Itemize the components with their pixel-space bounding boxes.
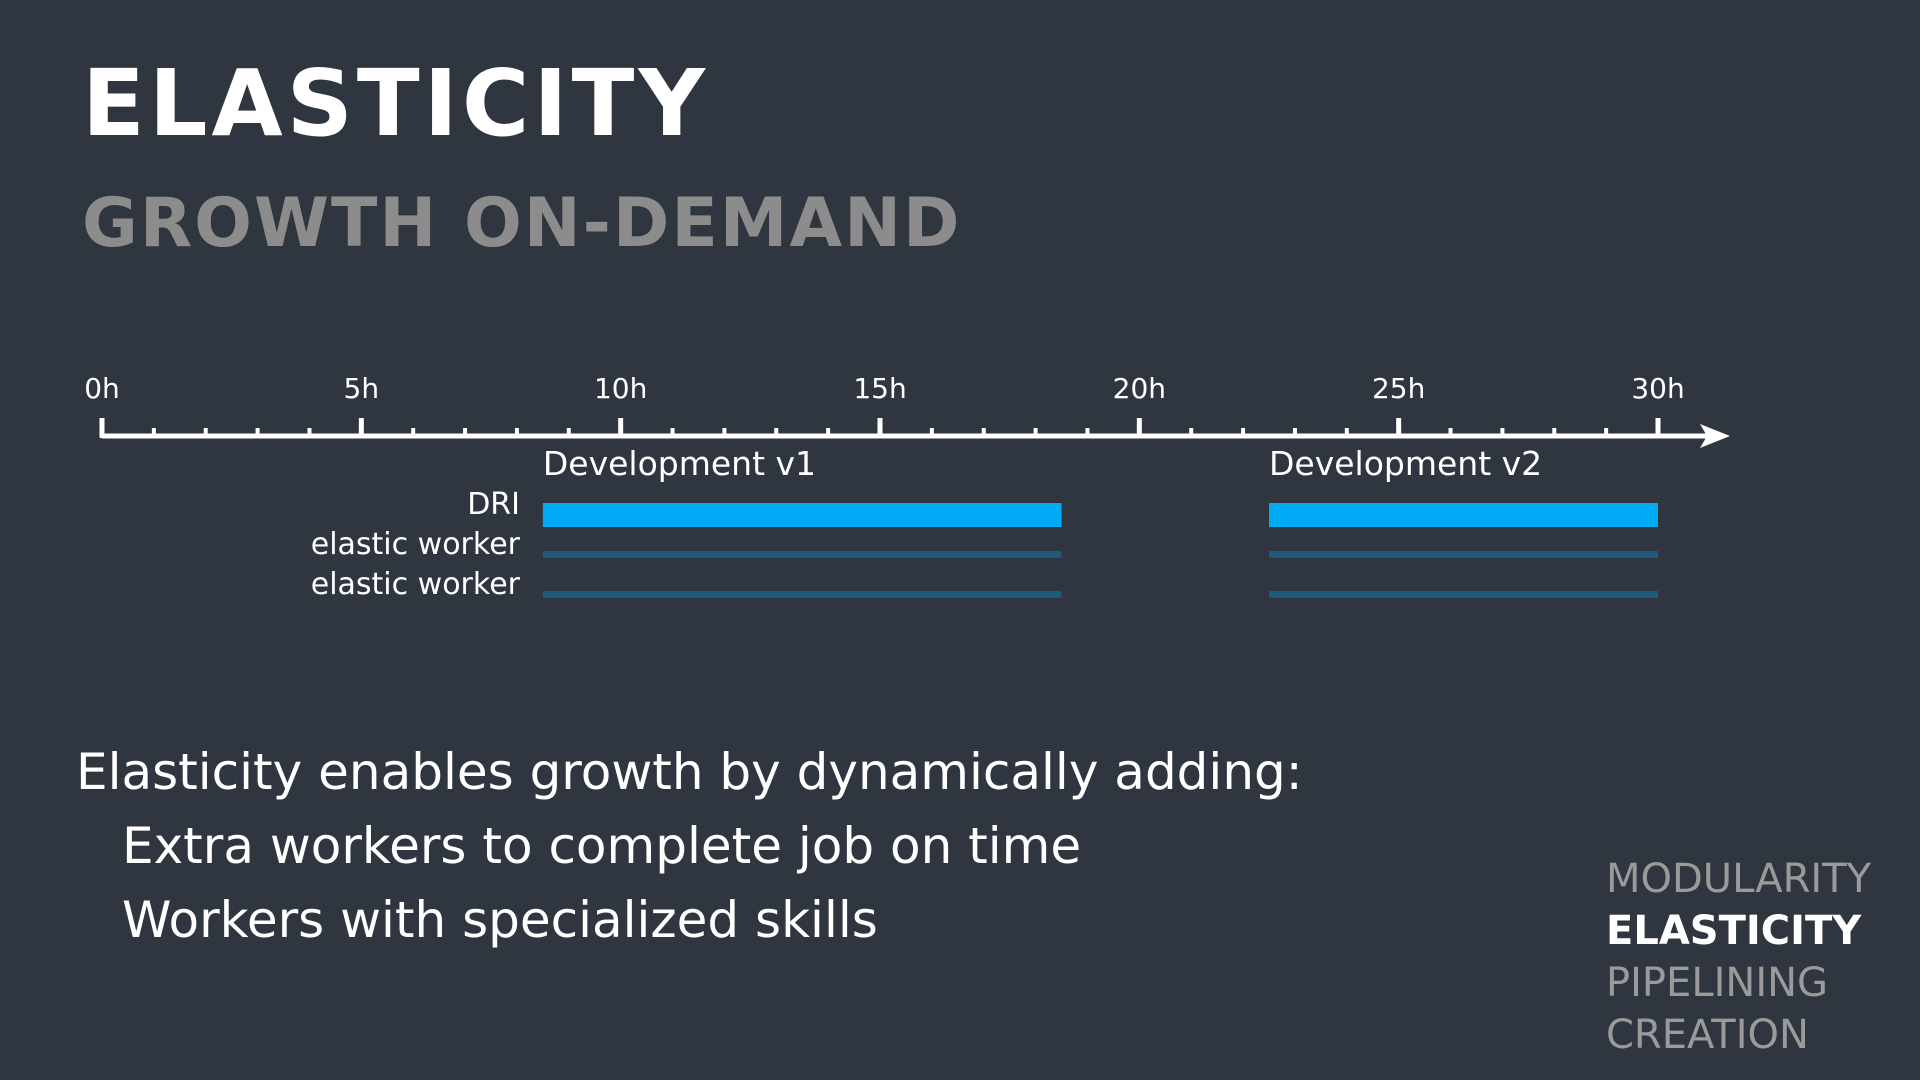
tick-label: 10h	[594, 372, 647, 405]
tick-label: 30h	[1631, 372, 1684, 405]
bullet-item: Workers with specialized skills	[122, 891, 878, 949]
row-label: elastic worker	[311, 567, 521, 602]
tick-label: 0h	[84, 372, 120, 405]
phase-label: Development v2	[1269, 444, 1542, 483]
elastic-worker-bar	[1269, 591, 1658, 598]
row-label: elastic worker	[311, 527, 521, 562]
row-label: DRI	[467, 487, 520, 522]
slide-subtitle: GROWTH ON-DEMAND	[82, 184, 962, 263]
nav-item-modularity: MODULARITY	[1606, 856, 1872, 902]
tick-label: 15h	[853, 372, 906, 405]
bullet-item: Extra workers to complete job on time	[122, 817, 1082, 875]
dri-bar	[1269, 503, 1658, 527]
elastic-worker-bar	[542, 591, 1062, 598]
phase-label: Development v1	[543, 444, 816, 483]
slide-title: ELASTICITY	[82, 50, 710, 157]
timeline-arrow-icon	[1700, 424, 1730, 448]
body-text: Elasticity enables growth by dynamically…	[76, 735, 1303, 957]
dri-bar	[542, 503, 1062, 527]
nav-item-elasticity: ELASTICITY	[1606, 908, 1862, 954]
timeline-chart: 0h 5h 10h 15h 20h 25h 30h DRI elastic worker elas…	[84, 372, 1730, 602]
elastic-worker-bar	[542, 551, 1062, 558]
elastic-worker-bar	[1269, 551, 1658, 558]
body-intro: Elasticity enables growth by dynamically…	[76, 743, 1303, 801]
section-nav: MODULARITY ELASTICITY PIPELINING CREATIO…	[1606, 853, 1871, 1061]
tick-label: 20h	[1113, 372, 1166, 405]
nav-item-pipelining: PIPELINING	[1606, 960, 1829, 1006]
tick-label: 25h	[1372, 372, 1425, 405]
tick-label: 5h	[344, 372, 380, 405]
nav-item-creation: CREATION	[1606, 1012, 1809, 1058]
